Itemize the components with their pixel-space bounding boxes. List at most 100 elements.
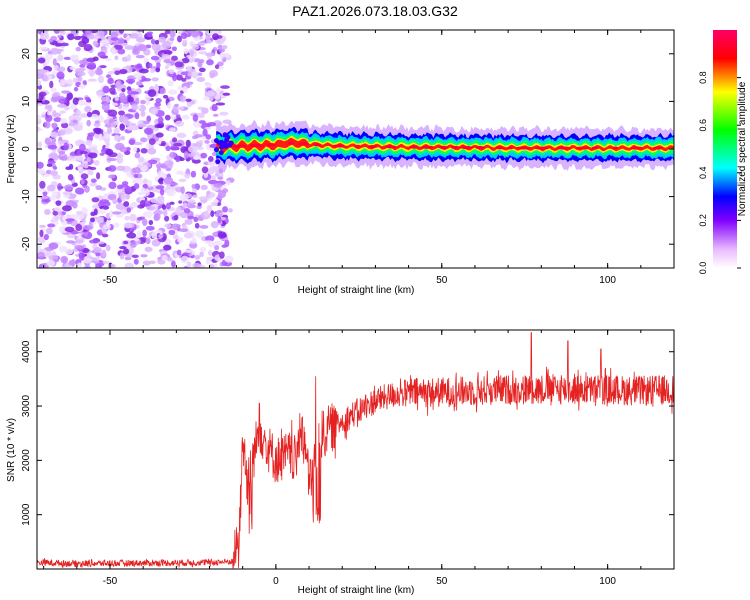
noise-speckle xyxy=(191,158,201,164)
signal-band-layer xyxy=(216,135,674,154)
noise-speckle xyxy=(185,98,192,102)
noise-speckle xyxy=(114,70,120,76)
noise-speckle xyxy=(186,261,192,268)
noise-speckle xyxy=(47,74,53,80)
signal-peak xyxy=(475,146,485,150)
noise-speckle xyxy=(194,222,200,229)
noise-speckle xyxy=(78,99,86,106)
noise-speckle xyxy=(133,72,143,79)
noise-speckle xyxy=(123,240,129,245)
signal-peak xyxy=(652,146,664,150)
noise-speckle xyxy=(154,118,159,125)
noise-speckle xyxy=(90,217,95,223)
colorbar-tick-label: 0.0 xyxy=(698,262,708,275)
signal-peak xyxy=(232,144,247,148)
noise-speckle xyxy=(90,178,97,183)
noise-speckle xyxy=(142,178,148,185)
noise-speckle xyxy=(87,152,98,159)
noise-speckle xyxy=(101,103,110,111)
noise-speckle xyxy=(124,215,130,221)
noise-speckle xyxy=(64,226,75,233)
noise-speckle xyxy=(105,141,110,148)
noise-speckle xyxy=(126,125,134,131)
noise-speckle xyxy=(142,260,151,266)
noise-speckle xyxy=(176,132,187,139)
noise-speckle xyxy=(187,145,198,153)
noise-speckle xyxy=(67,33,75,41)
noise-speckle xyxy=(224,255,234,263)
noise-speckle xyxy=(176,249,182,256)
noise-speckle xyxy=(194,134,204,138)
noise-speckle xyxy=(37,187,46,192)
noise-speckle xyxy=(144,246,153,253)
noise-speckle xyxy=(40,31,49,40)
noise-speckle xyxy=(43,233,49,241)
signal-peak xyxy=(507,146,514,150)
colorbar-ticks: 0.0 0.2 0.4 0.6 0.8 xyxy=(698,71,741,274)
figure-title: PAZ1.2026.073.18.03.G32 xyxy=(292,3,458,19)
noise-speckle xyxy=(187,71,193,77)
noise-speckle xyxy=(65,218,75,222)
noise-speckle xyxy=(77,71,86,76)
noise-speckle xyxy=(91,197,100,203)
noise-speckle xyxy=(121,88,126,93)
noise-speckle xyxy=(180,186,185,194)
noise-speckle xyxy=(148,220,154,226)
noise-speckle xyxy=(108,181,117,190)
noise-speckle xyxy=(90,113,99,119)
noise-speckle xyxy=(161,254,168,261)
noise-speckle xyxy=(125,146,131,152)
signal-onset-blob xyxy=(227,142,233,148)
noise-speckle xyxy=(183,151,189,159)
noise-speckle xyxy=(56,66,66,73)
noise-speckle xyxy=(83,257,93,264)
y-tick-label: -10 xyxy=(21,189,32,204)
noise-speckle xyxy=(216,88,221,94)
noise-speckle xyxy=(198,139,204,144)
noise-speckle xyxy=(88,144,99,149)
noise-speckle xyxy=(140,110,146,117)
noise-speckle xyxy=(119,69,128,75)
noise-speckle xyxy=(127,96,134,103)
noise-speckle xyxy=(99,39,110,44)
noise-speckle xyxy=(155,98,162,104)
noise-speckle xyxy=(190,170,197,178)
noise-speckle xyxy=(79,113,89,118)
noise-speckle xyxy=(140,254,148,258)
noise-speckle xyxy=(168,68,175,75)
noise-speckle xyxy=(69,54,80,61)
noise-speckle xyxy=(53,214,60,221)
noise-speckle xyxy=(59,129,66,136)
noise-speckle xyxy=(134,152,141,159)
y-tick-label: 0 xyxy=(21,146,32,152)
noise-speckle xyxy=(199,251,204,258)
signal-peak xyxy=(298,142,309,146)
noise-speckle xyxy=(108,210,114,218)
noise-speckle xyxy=(167,102,172,110)
noise-speckle xyxy=(50,170,58,176)
noise-speckle xyxy=(37,141,42,148)
noise-speckle xyxy=(210,221,219,229)
noise-speckle xyxy=(182,202,188,209)
colorbar-tick-label: 0.2 xyxy=(698,214,708,227)
noise-speckle xyxy=(157,116,164,124)
signal-peak xyxy=(248,143,265,148)
noise-speckle xyxy=(133,173,139,178)
noise-speckle xyxy=(151,42,161,51)
noise-speckle xyxy=(186,154,194,158)
noise-speckle xyxy=(43,208,51,215)
noise-speckle xyxy=(177,106,185,111)
noise-speckle xyxy=(199,224,209,229)
noise-speckle xyxy=(162,94,169,99)
signal-peak xyxy=(367,144,377,149)
noise-speckle xyxy=(53,112,62,118)
signal-peak xyxy=(409,145,419,149)
noise-speckle xyxy=(51,137,57,144)
noise-speckle xyxy=(177,35,182,43)
noise-speckle xyxy=(150,38,156,45)
noise-speckle xyxy=(191,187,197,193)
x-tick-label: 100 xyxy=(599,275,616,286)
noise-speckle xyxy=(156,124,164,128)
signal-peak xyxy=(438,145,449,149)
spectrogram-image xyxy=(37,30,674,268)
